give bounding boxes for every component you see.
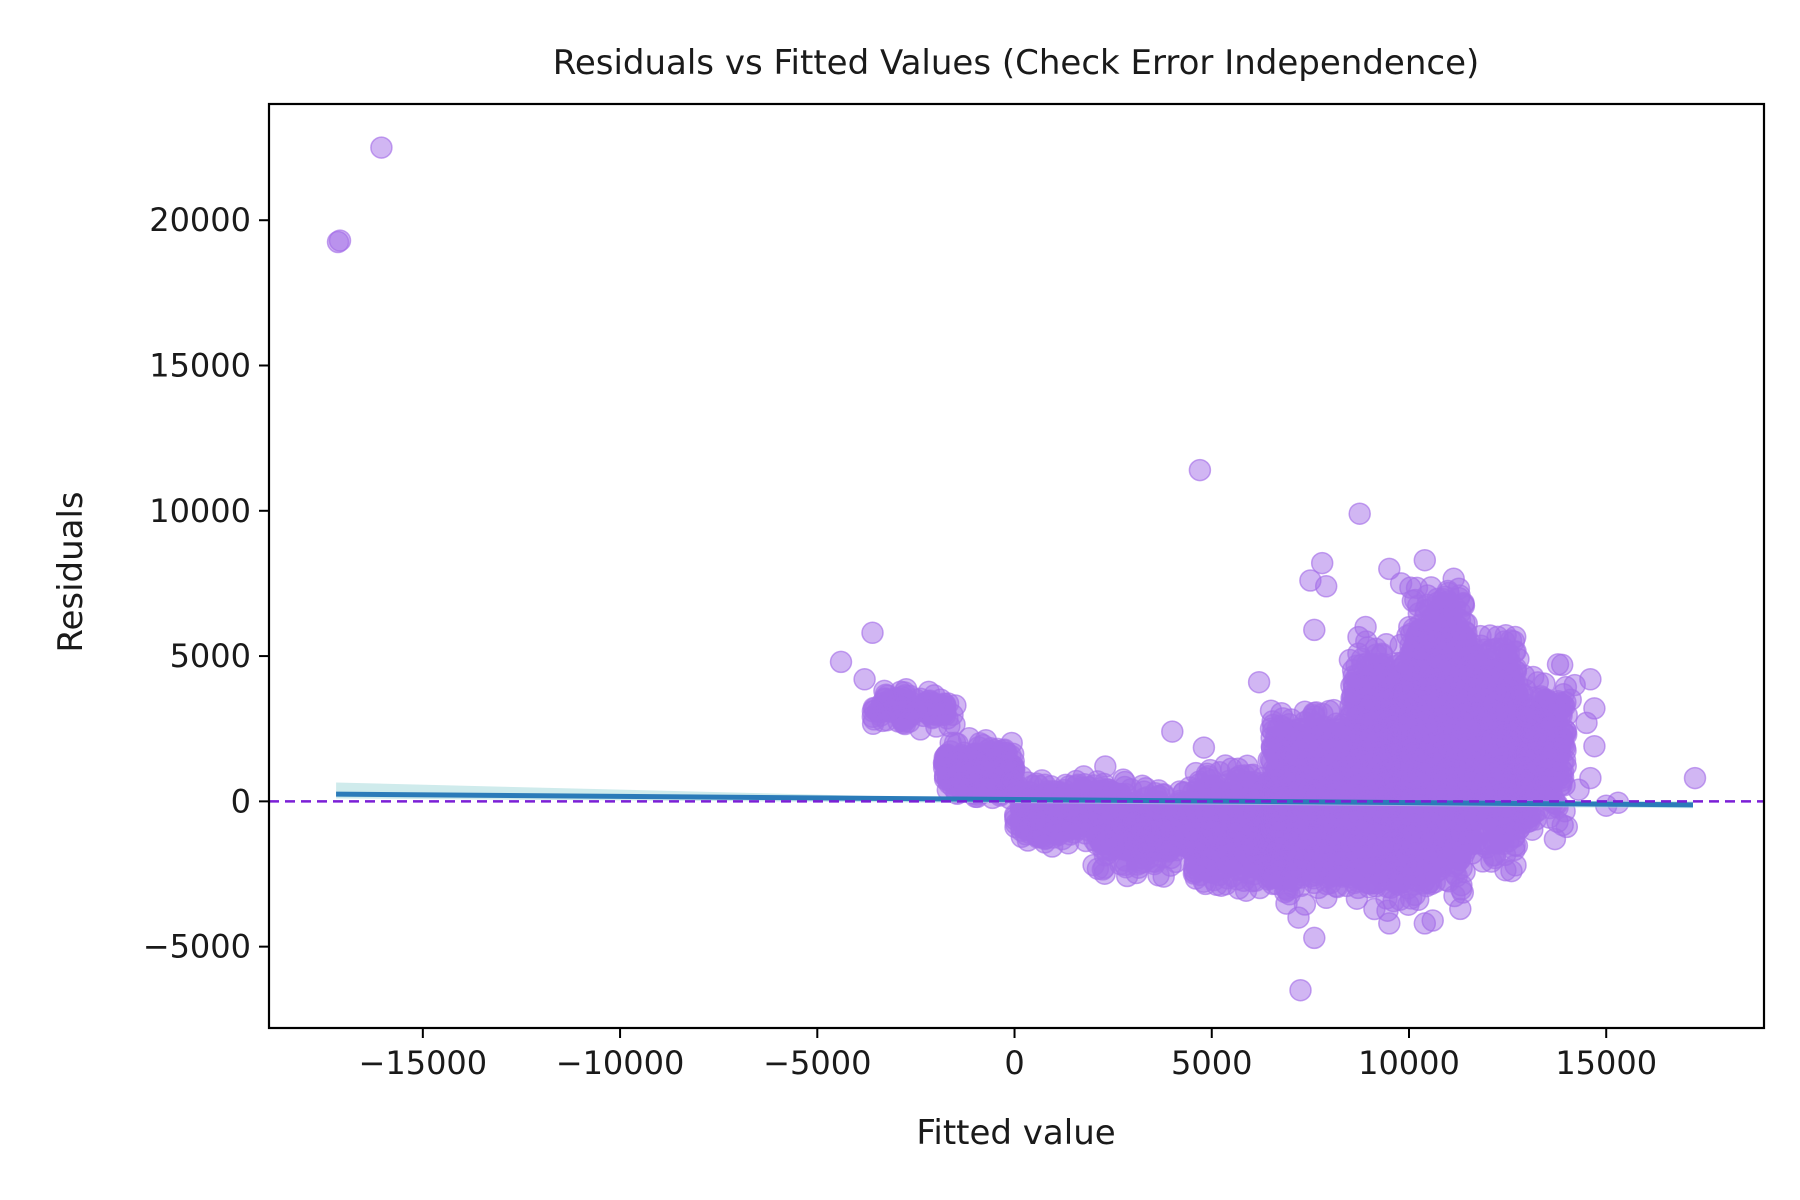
data-point [1415,841,1439,864]
data-point [1352,727,1375,751]
data-point [1464,699,1488,723]
data-point [1481,757,1504,781]
data-point [1407,594,1430,617]
data-point [1274,763,1298,787]
data-point [1546,653,1570,676]
data-point [1221,854,1245,878]
data-point [1276,723,1300,747]
data-point [1003,803,1027,827]
data-point [1345,887,1369,910]
data-point [1443,862,1467,885]
data-point [1262,852,1286,876]
data-point [1437,581,1460,605]
data-point [1374,862,1397,885]
chart-title: Residuals vs Fitted Values (Check Error … [553,43,1480,83]
data-point [1410,704,1433,727]
data-point [1476,733,1499,756]
data-point [1129,818,1152,841]
data-point [1192,870,1216,893]
data-point [1100,830,1124,854]
data-point [1276,879,1299,902]
data-point [1309,737,1332,760]
data-point [1019,784,1042,808]
data-point [1291,849,1315,873]
data-point [898,710,921,734]
data-point [1364,666,1388,689]
data-point [1346,699,1370,722]
data-point [1056,819,1079,843]
data-point [1319,769,1342,793]
data-point [917,702,940,726]
data-point [1111,768,1135,791]
data-point [1205,821,1229,845]
data-point [1428,647,1451,671]
data-point [972,773,996,797]
data-point [1127,856,1150,879]
data-point [1408,820,1432,843]
data-point [1092,856,1116,880]
data-point [1236,831,1260,854]
data-point [1487,702,1511,725]
data-point [1228,810,1251,834]
scatter-points [326,136,1707,1002]
data-point [1301,703,1325,727]
data-point [1354,763,1377,787]
data-point [861,699,885,723]
data-point [1298,826,1322,850]
data-point [1340,837,1363,861]
data-point [1378,809,1402,833]
plot-area [269,136,1764,1002]
data-point [1280,794,1303,817]
data-point [1364,643,1388,666]
data-point [1419,617,1442,640]
data-point [1403,864,1426,887]
